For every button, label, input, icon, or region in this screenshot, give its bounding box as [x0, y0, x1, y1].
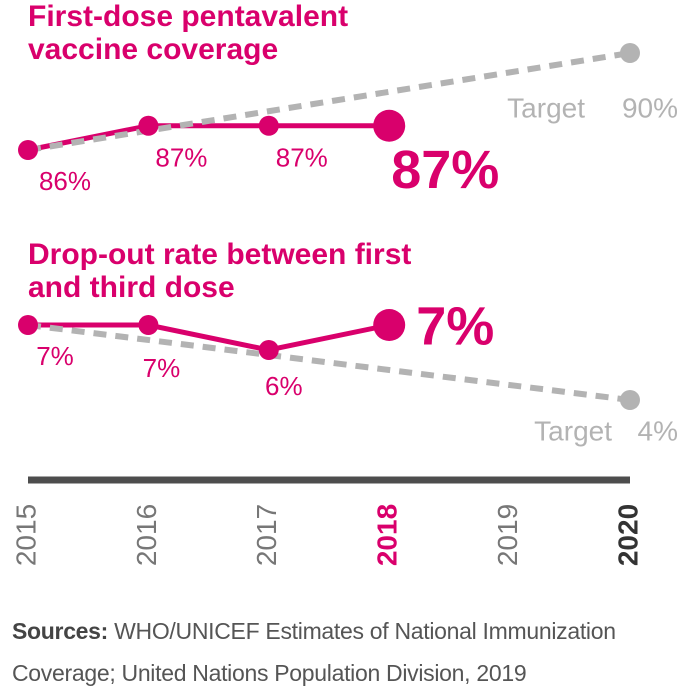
- marker: [138, 315, 159, 335]
- target-marker: [620, 390, 640, 410]
- x-tick-label: 2019: [492, 504, 523, 566]
- value-label: 87%: [155, 143, 207, 173]
- value-label: 6%: [265, 371, 303, 401]
- chart-title: First-dose pentavalent vaccine coverage: [28, 0, 349, 66]
- data-line: [28, 322, 390, 353]
- marker: [258, 340, 279, 360]
- data-line: [27, 123, 390, 153]
- source-label: Sources:: [12, 618, 109, 644]
- x-tick-label: 2020: [612, 504, 643, 566]
- value-label: 86%: [39, 166, 91, 196]
- target-name: Target: [507, 92, 585, 123]
- value-label: 87%: [276, 143, 328, 173]
- value-label-current: 7%: [416, 296, 494, 356]
- marker: [373, 109, 406, 142]
- x-tick-label: 2018: [372, 504, 403, 566]
- target-name: Target: [534, 415, 612, 446]
- value-label: 7%: [143, 353, 181, 383]
- target-label: 90%: [622, 92, 678, 123]
- marker: [18, 140, 38, 160]
- target-line: [27, 50, 631, 153]
- value-label: 7%: [36, 341, 74, 371]
- marker: [258, 115, 279, 136]
- target-label: 4%: [638, 415, 678, 446]
- x-tick-label: 2015: [10, 504, 41, 566]
- target-marker: [620, 43, 640, 63]
- x-tick-label: 2016: [131, 504, 162, 566]
- value-label-current: 87%: [391, 140, 499, 200]
- source-text: WHO/UNICEF Estimates of National Immuniz…: [12, 618, 616, 686]
- marker: [18, 315, 38, 335]
- source: Sources: WHO/UNICEF Estimates of Nationa…: [12, 610, 698, 694]
- chart-title: Drop-out rate between first and third do…: [28, 238, 412, 304]
- marker: [138, 115, 159, 136]
- marker: [373, 309, 406, 341]
- x-tick-label: 2017: [251, 504, 282, 566]
